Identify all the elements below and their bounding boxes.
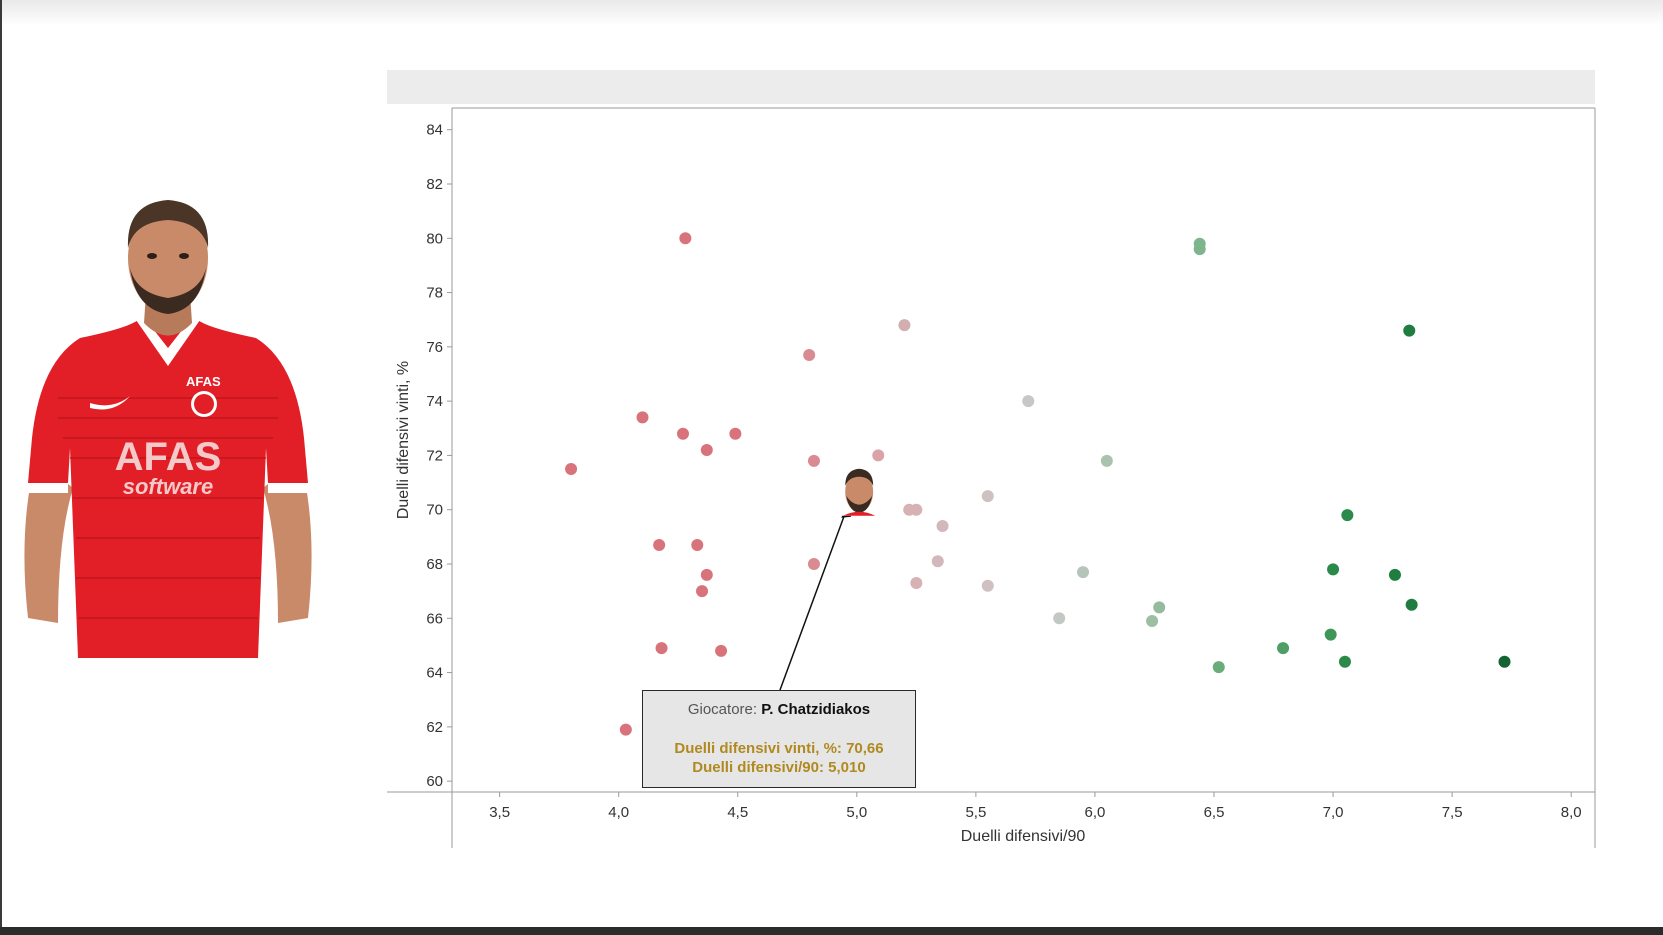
scatter-point[interactable] <box>1022 395 1035 408</box>
scatter-point[interactable] <box>936 520 949 532</box>
tooltip-duels-per90: Duelli difensivi/90: 5,010 <box>692 759 866 776</box>
scatter-point[interactable] <box>715 644 728 657</box>
y-tick-label: 72 <box>426 447 443 464</box>
scatter-point[interactable] <box>1153 601 1166 614</box>
scatter-point[interactable] <box>700 568 713 581</box>
x-axis-label: Duelli difensivi/90 <box>961 828 1086 845</box>
chart-overlay <box>779 467 877 691</box>
scatter-point[interactable] <box>636 411 649 424</box>
scatter-point[interactable] <box>931 555 944 568</box>
y-tick-label: 68 <box>426 556 443 573</box>
x-tick-label: 7,0 <box>1323 804 1344 821</box>
scatter-point[interactable] <box>910 577 923 589</box>
scatter-point[interactable] <box>691 539 704 551</box>
scatter-point[interactable] <box>981 490 994 503</box>
top-shadow <box>0 0 1663 26</box>
scatter-point[interactable] <box>1498 655 1511 668</box>
x-tick-label: 8,0 <box>1561 804 1582 821</box>
window-left-border <box>0 0 2 935</box>
scatter-point[interactable] <box>653 539 666 551</box>
scatter-point[interactable] <box>872 449 885 462</box>
tooltip-duels-won: Duelli difensivi vinti, %: 70,66 <box>674 740 884 757</box>
x-tick-label: 4,0 <box>608 804 629 821</box>
y-tick-label: 60 <box>426 773 443 790</box>
y-tick-label: 84 <box>426 122 443 139</box>
chart-title-band <box>387 70 1595 104</box>
scatter-point[interactable] <box>1193 243 1206 256</box>
scatter-point[interactable] <box>1146 615 1159 627</box>
annotation-arrow <box>779 507 848 691</box>
x-tick-label: 6,0 <box>1085 804 1106 821</box>
svg-text:software: software <box>123 474 213 499</box>
x-tick-label: 5,0 <box>846 804 867 821</box>
scatter-point[interactable] <box>898 319 911 332</box>
scatter-point[interactable] <box>700 444 713 456</box>
y-tick-label: 66 <box>426 610 443 627</box>
scatter-point[interactable] <box>1403 324 1416 337</box>
y-tick-label: 62 <box>426 719 443 736</box>
chart-axes <box>387 107 1596 848</box>
scatter-point[interactable] <box>565 463 578 475</box>
x-tick-label: 3,5 <box>489 804 510 821</box>
scatter-point[interactable] <box>676 427 689 440</box>
scatter-point[interactable] <box>1338 655 1351 668</box>
scatter-point[interactable] <box>1388 568 1401 581</box>
scatter-point[interactable] <box>981 579 994 592</box>
scatter-point[interactable] <box>655 642 668 655</box>
scatter-point[interactable] <box>807 454 820 467</box>
player-tooltip: Giocatore: P. Chatzidiakos Duelli difens… <box>642 690 916 788</box>
scatter-point[interactable] <box>1327 563 1340 576</box>
scatter-point[interactable] <box>1341 509 1354 522</box>
tooltip-player-name: P. Chatzidiakos <box>761 701 871 718</box>
scatter-point[interactable] <box>1212 661 1225 674</box>
x-tick-label: 6,5 <box>1204 804 1225 821</box>
y-tick-label: 82 <box>426 176 443 193</box>
y-tick-label: 80 <box>426 230 443 247</box>
y-tick-label: 76 <box>426 339 443 356</box>
scatter-point[interactable] <box>910 503 923 516</box>
chart-points <box>565 232 1511 736</box>
scatter-point[interactable] <box>729 427 742 440</box>
scatter-point[interactable] <box>679 232 692 245</box>
scatter-point[interactable] <box>807 558 820 570</box>
scatter-point[interactable] <box>619 723 632 736</box>
y-tick-label: 78 <box>426 285 443 302</box>
chart-ticks: 60 62 64 66 68 70 72 74 76 78 80 82 84 3,5 4,0 4,5 5,0 5,… <box>426 122 1581 821</box>
y-tick-label: 74 <box>426 393 443 410</box>
svg-text:AFAS: AFAS <box>186 374 221 389</box>
scatter-point[interactable] <box>1405 598 1418 611</box>
scatter-point[interactable] <box>803 349 816 361</box>
scatter-point[interactable] <box>1100 454 1113 467</box>
svg-text:AFAS: AFAS <box>115 435 222 479</box>
x-tick-label: 7,5 <box>1442 804 1463 821</box>
x-tick-label: 4,5 <box>727 804 748 821</box>
y-tick-label: 70 <box>426 502 443 519</box>
player-photo: AFAS AFAS software <box>24 200 312 658</box>
tooltip-label: Giocatore: <box>687 701 762 718</box>
scatter-point[interactable] <box>696 585 709 598</box>
scatter-point[interactable] <box>1324 628 1337 641</box>
scatter-point[interactable] <box>1077 566 1090 579</box>
scatter-point[interactable] <box>1053 612 1066 625</box>
y-axis-label: Duelli difensivi vinti, % <box>395 361 412 519</box>
scatter-point[interactable] <box>1277 642 1290 655</box>
highlight-player-face[interactable] <box>842 467 877 516</box>
x-tick-label: 5,5 <box>965 804 986 821</box>
window-bottom-bar <box>0 927 1663 935</box>
y-tick-label: 64 <box>426 665 443 682</box>
